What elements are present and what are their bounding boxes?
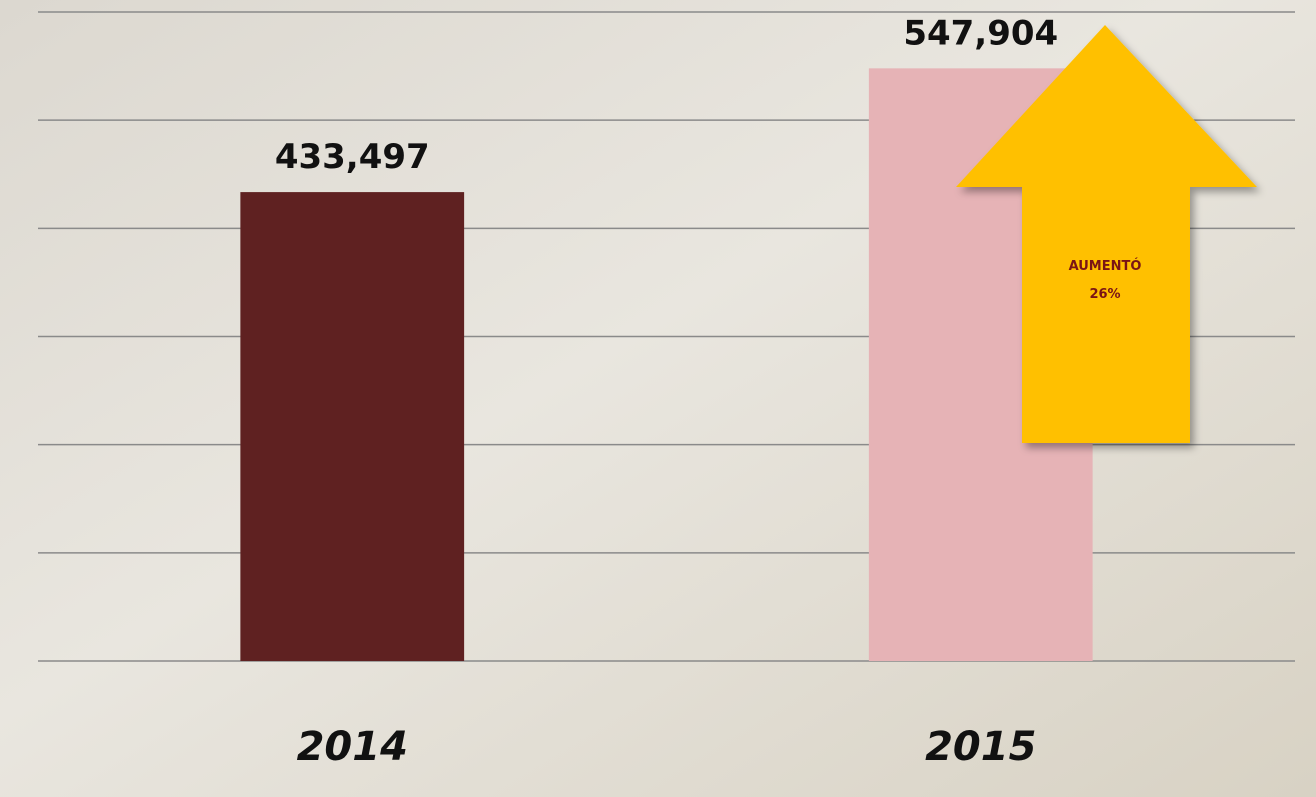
increase-arrow	[956, 25, 1257, 443]
x-tick-label: 2014	[297, 724, 408, 770]
annotation: 26%	[1089, 287, 1120, 302]
bar	[240, 192, 465, 661]
value-label: 433,497	[275, 137, 430, 177]
x-tick-label: 2015	[925, 724, 1036, 770]
value-label: 547,904	[903, 13, 1058, 53]
annotation: AUMENTÓ	[1069, 258, 1142, 274]
